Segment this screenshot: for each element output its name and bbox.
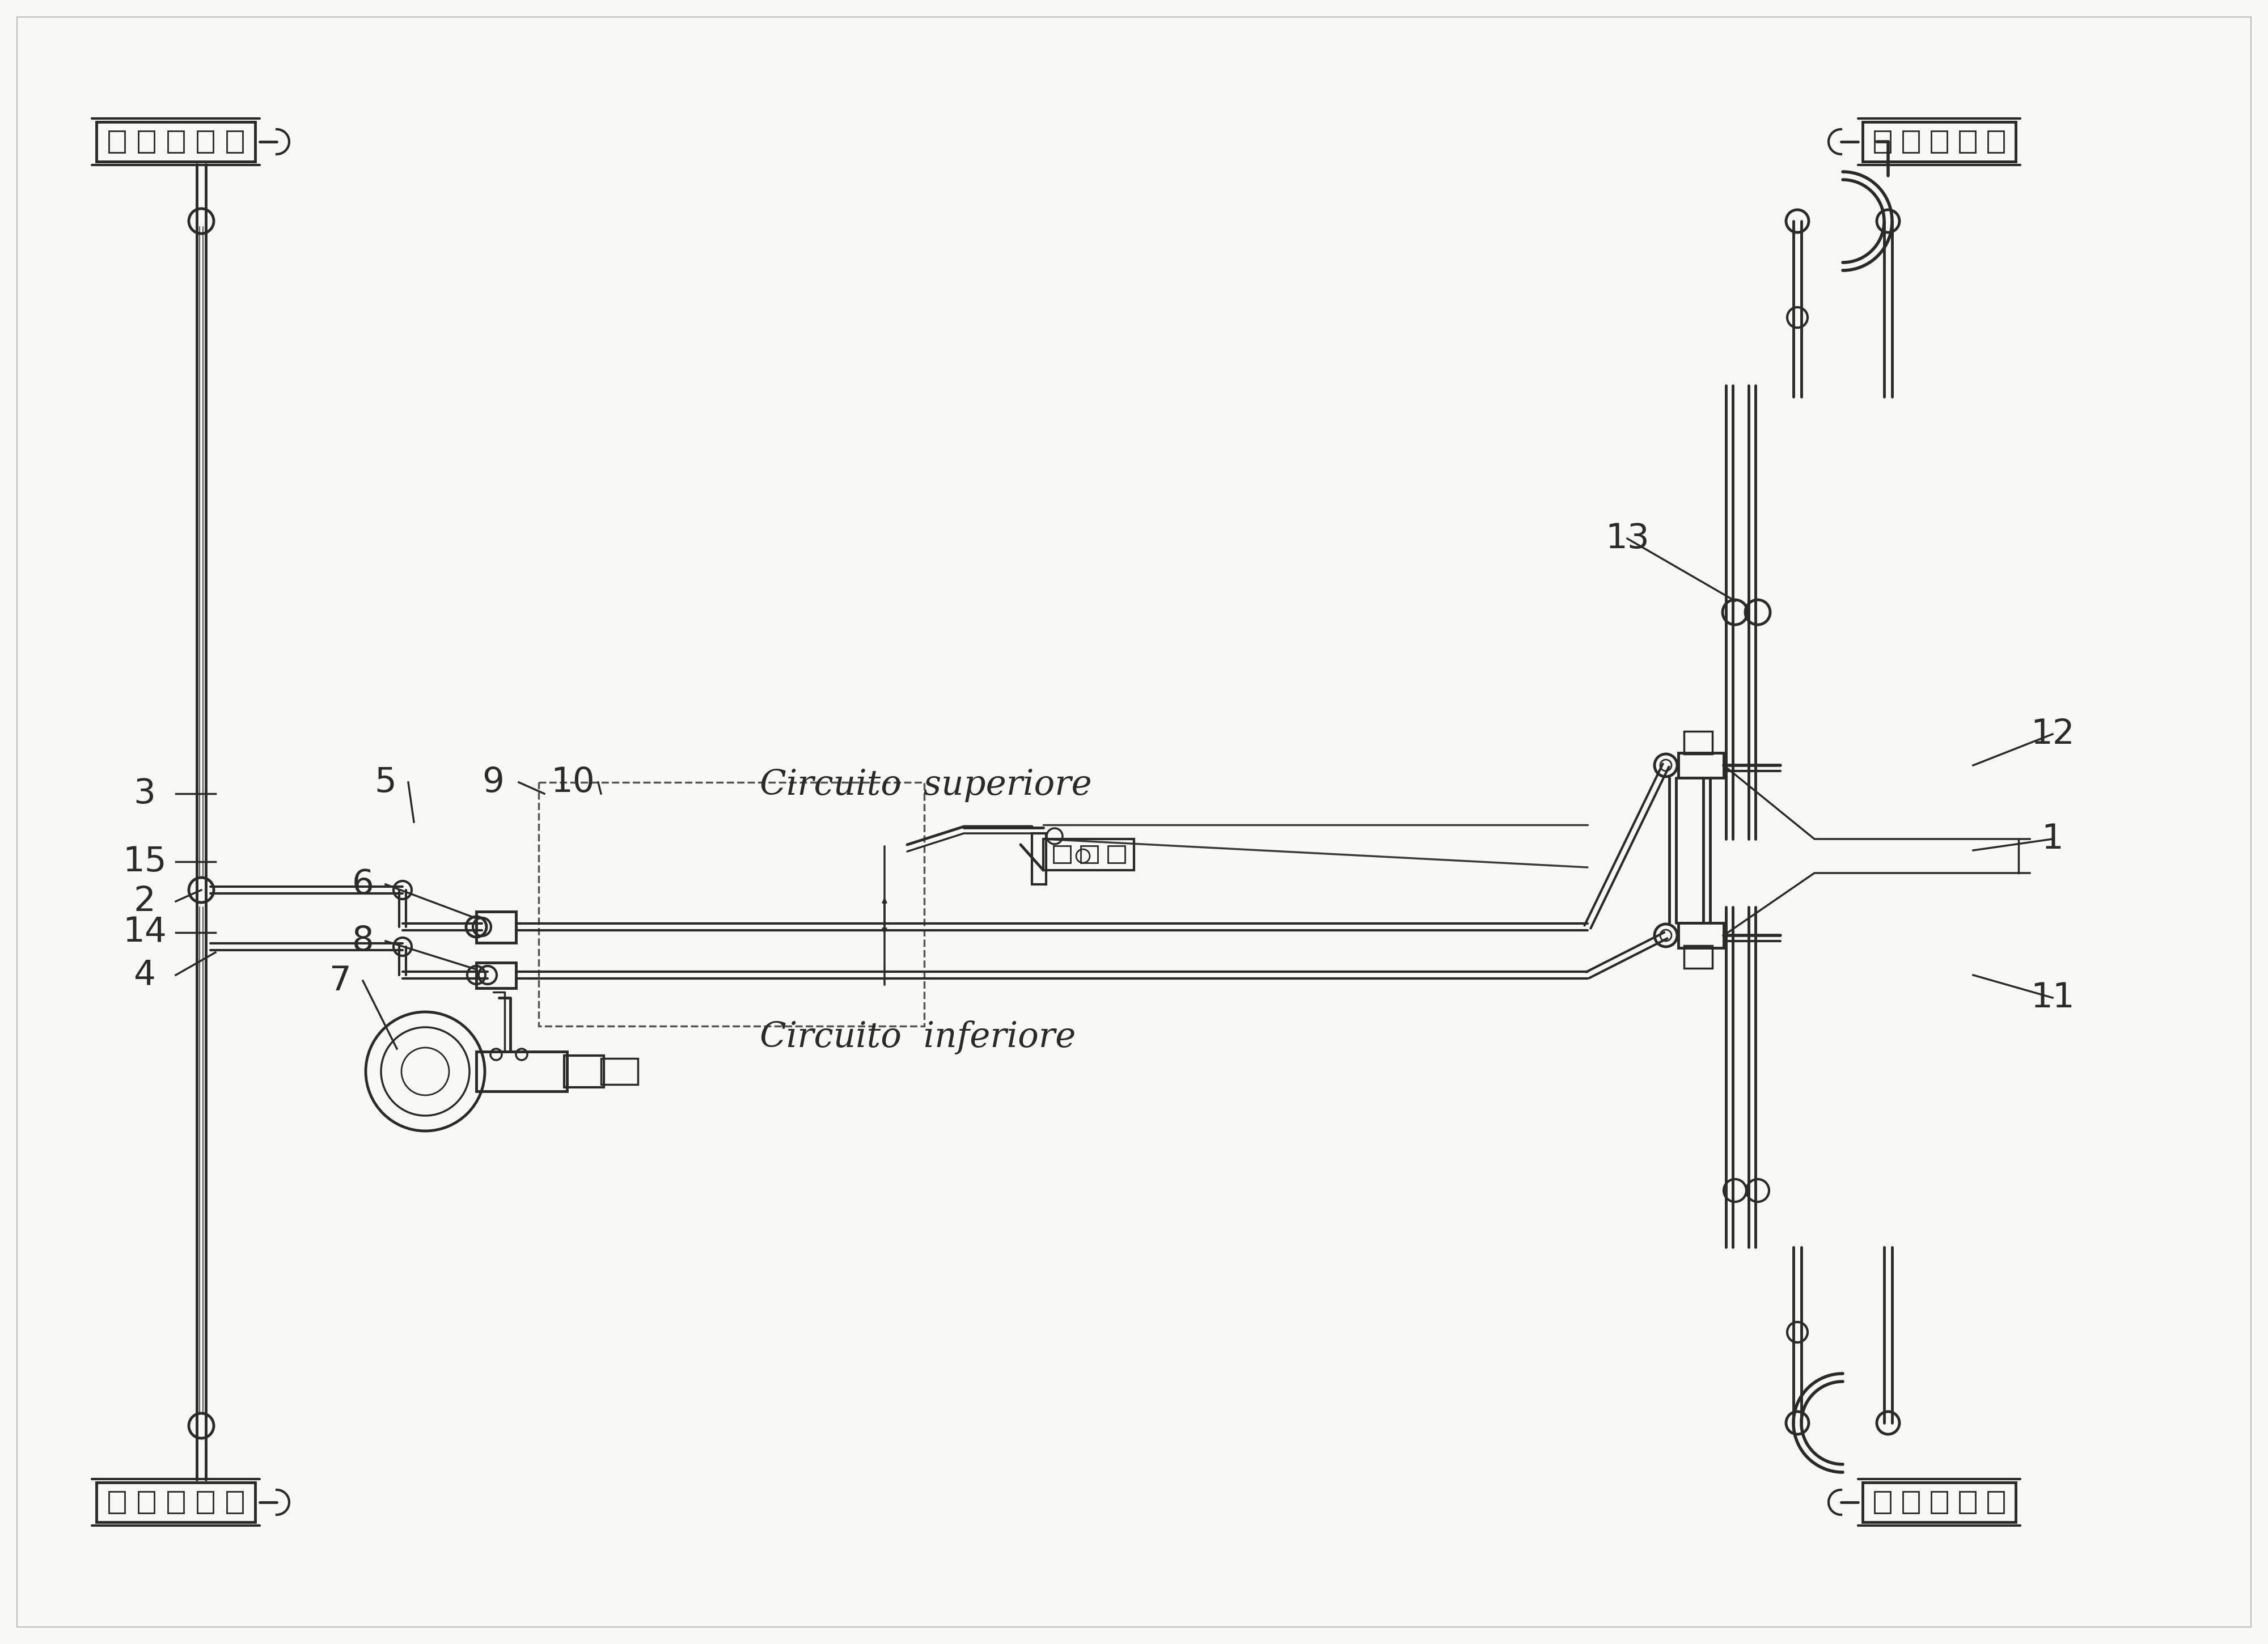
Text: 3: 3 xyxy=(134,778,156,810)
Bar xyxy=(227,1491,243,1512)
Bar xyxy=(138,1491,154,1512)
Text: Circuito  inferiore: Circuito inferiore xyxy=(760,1021,1075,1054)
Text: 12: 12 xyxy=(2030,717,2075,751)
Bar xyxy=(476,1052,567,1092)
Bar xyxy=(1989,1491,2003,1512)
Text: 2: 2 xyxy=(134,884,156,917)
Bar xyxy=(197,132,213,153)
Bar xyxy=(540,783,925,1026)
Bar xyxy=(1043,838,1134,870)
Text: 14: 14 xyxy=(122,916,166,949)
Bar xyxy=(1903,1491,1919,1512)
Bar xyxy=(1876,1491,1889,1512)
Bar xyxy=(1932,132,1946,153)
Bar xyxy=(1862,1483,2016,1522)
Bar xyxy=(1082,845,1098,863)
Bar xyxy=(1932,1491,1946,1512)
Text: 6: 6 xyxy=(352,868,374,901)
Text: 8: 8 xyxy=(352,924,374,958)
Text: 11: 11 xyxy=(2030,981,2075,1014)
Bar xyxy=(1678,753,1724,778)
Bar xyxy=(601,1059,637,1085)
Text: 9: 9 xyxy=(483,766,503,799)
Bar xyxy=(138,132,154,153)
Bar xyxy=(95,1483,254,1522)
Bar xyxy=(1960,132,1975,153)
Bar xyxy=(168,132,184,153)
Bar xyxy=(1678,922,1724,949)
Text: 15: 15 xyxy=(122,845,166,878)
Bar xyxy=(227,132,243,153)
Text: 4: 4 xyxy=(134,958,156,991)
Text: Circuito  superiore: Circuito superiore xyxy=(760,768,1091,802)
Bar xyxy=(1876,132,1889,153)
Bar xyxy=(476,911,517,942)
Bar xyxy=(1107,845,1125,863)
Bar xyxy=(197,1491,213,1512)
Bar xyxy=(168,1491,184,1512)
Text: 7: 7 xyxy=(329,963,352,998)
Bar xyxy=(109,132,125,153)
Bar xyxy=(1862,122,2016,161)
Bar xyxy=(565,1055,603,1087)
Bar xyxy=(1032,834,1046,884)
Text: 10: 10 xyxy=(551,766,594,799)
Bar xyxy=(1683,945,1712,968)
Bar xyxy=(95,122,254,161)
Bar xyxy=(1052,845,1070,863)
Bar xyxy=(1903,132,1919,153)
Text: 13: 13 xyxy=(1606,521,1649,556)
Bar xyxy=(1960,1491,1975,1512)
Bar xyxy=(109,1491,125,1512)
Bar xyxy=(476,963,517,988)
Text: 5: 5 xyxy=(374,766,397,799)
Text: 1: 1 xyxy=(2041,822,2064,857)
Bar xyxy=(1683,732,1712,755)
Bar xyxy=(1989,132,2003,153)
